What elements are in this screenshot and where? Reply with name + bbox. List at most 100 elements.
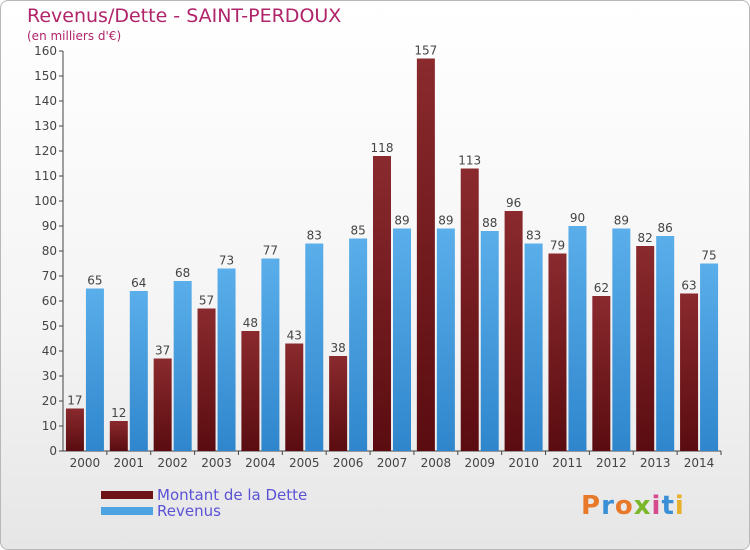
x-tick-label: 2006 xyxy=(333,456,364,470)
data-label-debt: 62 xyxy=(594,281,609,295)
data-label-revenue: 68 xyxy=(175,266,190,280)
x-tick-label: 2001 xyxy=(114,456,145,470)
y-tick-label: 100 xyxy=(34,194,57,208)
data-label-revenue: 83 xyxy=(307,229,322,243)
data-label-debt: 17 xyxy=(67,394,82,408)
y-tick-label: 130 xyxy=(34,119,57,133)
y-tick-label: 60 xyxy=(42,294,57,308)
data-label-revenue: 77 xyxy=(263,244,278,258)
y-tick-label: 120 xyxy=(34,144,57,158)
data-label-debt: 113 xyxy=(458,154,481,168)
bars xyxy=(65,58,719,451)
bar-revenue xyxy=(612,228,631,451)
legend-swatch-debt xyxy=(101,491,153,499)
data-label-debt: 43 xyxy=(287,329,302,343)
y-tick-label: 40 xyxy=(42,344,57,358)
y-tick-label: 80 xyxy=(42,244,57,258)
bar-debt xyxy=(592,296,611,451)
bar-revenue xyxy=(349,238,368,451)
data-label-revenue: 75 xyxy=(701,249,716,263)
data-label-revenue: 89 xyxy=(394,214,409,228)
data-label-debt: 79 xyxy=(550,239,565,253)
data-label-revenue: 89 xyxy=(614,214,629,228)
y-tick-label: 110 xyxy=(34,169,57,183)
data-label-debt: 37 xyxy=(155,344,170,358)
data-label-debt: 118 xyxy=(371,141,394,155)
x-tick-label: 2011 xyxy=(552,456,583,470)
x-tick-label: 2004 xyxy=(245,456,276,470)
bar-debt xyxy=(460,168,479,451)
bar-debt xyxy=(241,331,260,451)
bar-debt xyxy=(636,246,655,451)
legend-label-revenue: Revenus xyxy=(157,502,221,520)
bar-revenue xyxy=(568,226,587,451)
bar-revenue xyxy=(393,228,411,451)
x-tick-label: 2008 xyxy=(421,456,452,470)
x-tick-label: 2010 xyxy=(508,456,539,470)
data-label-debt: 57 xyxy=(199,294,214,308)
bar-debt xyxy=(329,356,348,451)
data-label-revenue: 90 xyxy=(570,211,585,225)
data-label-debt: 48 xyxy=(243,316,258,330)
y-tick-label: 150 xyxy=(34,69,57,83)
bar-revenue xyxy=(700,263,719,451)
data-label-revenue: 88 xyxy=(482,216,497,230)
bar-debt xyxy=(153,358,172,451)
bar-debt xyxy=(416,58,435,451)
logo-letter: r xyxy=(601,491,615,521)
chart-title: Revenus/Dette - SAINT-PERDOUX xyxy=(27,5,342,27)
bar-debt xyxy=(548,253,567,451)
data-label-debt: 82 xyxy=(638,231,653,245)
axes: 0 10 20 30 40 50 60 70 80 90 100 110 120 130 140 150 160… xyxy=(34,44,722,470)
data-label-revenue: 64 xyxy=(131,276,146,290)
y-tick-label: 140 xyxy=(34,94,57,108)
legend-label-debt: Montant de la Dette xyxy=(157,486,308,504)
bar-debt xyxy=(65,408,84,451)
data-label-debt: 63 xyxy=(681,279,696,293)
bar-debt xyxy=(680,293,699,451)
x-tick-label: 2009 xyxy=(464,456,495,470)
data-label-debt: 12 xyxy=(111,406,126,420)
data-label-debt: 96 xyxy=(506,196,521,210)
bar-revenue xyxy=(436,228,455,451)
x-tick-label: 2013 xyxy=(640,456,671,470)
x-tick-label: 2007 xyxy=(377,456,408,470)
data-label-revenue: 65 xyxy=(87,274,102,288)
chart-subtitle: (en milliers d'€) xyxy=(27,29,122,43)
x-tick-label: 2002 xyxy=(157,456,188,470)
x-tick-label: 2005 xyxy=(289,456,320,470)
x-tick-label: 2000 xyxy=(70,456,101,470)
data-label-revenue: 73 xyxy=(219,254,234,268)
bar-revenue xyxy=(173,281,192,451)
y-tick-label: 0 xyxy=(49,444,57,458)
y-tick-label: 30 xyxy=(42,369,57,383)
y-tick-label: 90 xyxy=(42,219,57,233)
logo-letter: i xyxy=(674,491,685,521)
data-label-debt: 157 xyxy=(414,44,437,58)
data-label-revenue: 83 xyxy=(526,229,541,243)
logo-letter: o xyxy=(614,491,634,521)
bar-revenue xyxy=(305,243,324,451)
x-tick-label: 2003 xyxy=(201,456,232,470)
bar-revenue xyxy=(85,288,104,451)
bar-revenue xyxy=(480,231,499,451)
x-tick-label: 2012 xyxy=(596,456,627,470)
data-labels: 17 65 12 64 37 68 57 73 48 77 43 83 38 85 118 89 157 89 11… xyxy=(67,44,716,421)
data-label-debt: 38 xyxy=(330,341,345,355)
y-tick-label: 160 xyxy=(34,44,57,58)
y-tick-label: 20 xyxy=(42,394,57,408)
bar-debt xyxy=(109,421,128,451)
bar-debt xyxy=(285,343,304,451)
y-tick-label: 10 xyxy=(42,419,57,433)
x-tick-label: 2014 xyxy=(684,456,715,470)
bar-revenue xyxy=(656,236,675,451)
bar-debt xyxy=(197,308,216,451)
logo-letter: t xyxy=(661,491,675,521)
bar-debt xyxy=(504,211,523,451)
logo-letter: i xyxy=(651,491,662,521)
bar-revenue xyxy=(261,258,280,451)
bar-revenue xyxy=(129,291,148,451)
y-tick-label: 70 xyxy=(42,269,57,283)
